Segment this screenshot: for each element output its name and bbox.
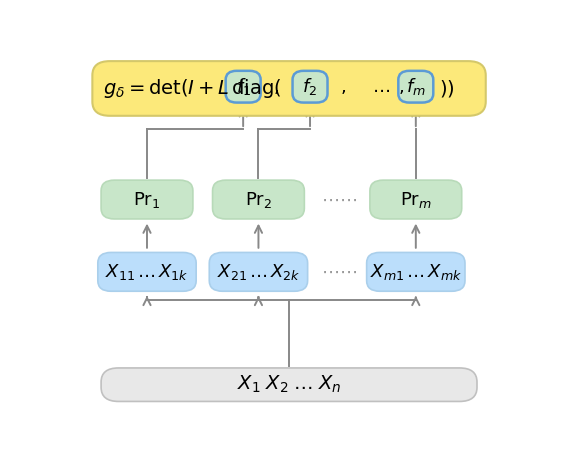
FancyBboxPatch shape [226,71,261,103]
Text: $\mathrm{Pr}_1$: $\mathrm{Pr}_1$ [133,190,161,210]
Text: $\mathrm{Pr}_2$: $\mathrm{Pr}_2$ [245,190,272,210]
Text: $f_1$: $f_1$ [236,76,251,97]
Text: $\cdots\cdots$: $\cdots\cdots$ [321,263,358,281]
Text: $\mathrm{Pr}_m$: $\mathrm{Pr}_m$ [400,190,432,210]
Text: $\ldots$: $\ldots$ [372,78,390,96]
FancyBboxPatch shape [101,180,193,219]
Text: $,$: $,$ [398,78,403,96]
FancyBboxPatch shape [213,180,305,219]
FancyBboxPatch shape [92,61,486,116]
Text: $,$: $,$ [340,78,346,96]
Text: $f_2$: $f_2$ [302,76,318,97]
FancyBboxPatch shape [293,71,328,103]
Text: $g_\delta = \det(I + L\,\mathrm{diag}($: $g_\delta = \det(I + L\,\mathrm{diag}($ [103,77,282,100]
Text: $))$: $))$ [439,78,454,99]
FancyBboxPatch shape [367,252,465,291]
Text: $X_{21}\,{\ldots}\,X_{2k}$: $X_{21}\,{\ldots}\,X_{2k}$ [217,262,300,282]
Text: $,$: $,$ [273,78,279,96]
FancyBboxPatch shape [98,252,196,291]
Text: $X_{m1}\,{\ldots}\,X_{mk}$: $X_{m1}\,{\ldots}\,X_{mk}$ [370,262,462,282]
Text: $X_1\;X_2\;{\ldots}\;X_n$: $X_1\;X_2\;{\ldots}\;X_n$ [237,374,341,395]
FancyBboxPatch shape [209,252,307,291]
FancyBboxPatch shape [101,368,477,402]
FancyBboxPatch shape [370,180,462,219]
Text: $f_m$: $f_m$ [406,76,426,97]
Text: $X_{11}\,{\ldots}\,X_{1k}$: $X_{11}\,{\ldots}\,X_{1k}$ [105,262,189,282]
FancyBboxPatch shape [398,71,433,103]
Text: $\cdots\cdots$: $\cdots\cdots$ [321,191,358,208]
